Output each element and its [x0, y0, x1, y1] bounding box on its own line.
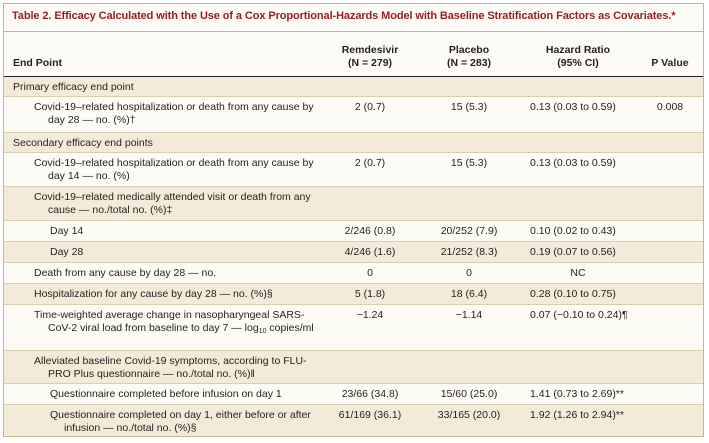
row-end-point-tail: copies/ml: [266, 321, 314, 334]
header-remdesivir: Remdesivir (N = 279): [326, 44, 414, 70]
row-placebo: −1.14: [455, 309, 483, 321]
table-row: Questionnaire completed before infusion …: [4, 384, 703, 405]
table-row: Time-weighted average change in nasophar…: [4, 305, 703, 351]
row-placebo: 18 (6.4): [450, 288, 488, 300]
row-hazard-ratio: 0.10 (0.02 to 0.43): [530, 225, 616, 237]
row-end-point: Questionnaire completed on day 1, either…: [50, 409, 311, 434]
row-end-point: Primary efficacy end point: [13, 81, 134, 93]
row-end-point: Covid-19–related hospitalization or deat…: [34, 101, 314, 126]
table-frame: Table 2. Efficacy Calculated with the Us…: [3, 3, 704, 437]
row-placebo: 21/252 (8.3): [440, 246, 498, 258]
row-end-point: Secondary efficacy end points: [13, 137, 153, 149]
header-placebo-n: (N = 283): [446, 57, 492, 69]
table-row: Questionnaire completed on day 1, either…: [4, 405, 703, 436]
table-row-subheading: Alleviated baseline Covid-19 symptoms, a…: [4, 351, 703, 384]
row-remdesivir: 4/246 (1.6): [344, 246, 396, 258]
header-end-point: End Point: [13, 57, 62, 69]
row-end-point: Alleviated baseline Covid-19 symptoms, a…: [34, 355, 307, 380]
row-remdesivir: 5 (1.8): [354, 288, 386, 300]
header-hazard-ratio: Hazard Ratio (95% CI): [524, 44, 632, 70]
row-placebo: 20/252 (7.9): [440, 225, 498, 237]
row-end-point: Day 28: [50, 246, 84, 258]
table-row-primary-heading: Primary efficacy end point: [4, 77, 703, 97]
header-p-value: P Value: [651, 57, 689, 69]
row-end-point-text: Time-weighted average change in nasophar…: [34, 309, 305, 334]
row-placebo: 15 (5.3): [450, 101, 488, 113]
table-row-subheading: Covid-19–related medically attended visi…: [4, 187, 703, 221]
header-remdesivir-label: Remdesivir: [341, 44, 399, 56]
table-row: Hospitalization for any cause by day 28 …: [4, 284, 703, 305]
table-row-secondary-heading: Secondary efficacy end points: [4, 133, 703, 153]
row-remdesivir: 2/246 (0.8): [344, 225, 396, 237]
header-placebo-label: Placebo: [448, 44, 490, 56]
row-hazard-ratio: 1.92 (1.26 to 2.94)**: [530, 409, 624, 421]
row-p-value: 0.008: [656, 101, 684, 113]
row-remdesivir: 2 (0.7): [354, 157, 386, 169]
row-remdesivir: 61/169 (36.1): [338, 409, 402, 421]
table-title: Efficacy Calculated with the Use of a Co…: [54, 10, 676, 22]
table-title-bar: Table 2. Efficacy Calculated with the Us…: [4, 4, 703, 32]
table-row: Covid-19–related hospitalization or deat…: [4, 153, 703, 187]
row-hazard-ratio: 0.07 (−0.10 to 0.24)¶: [530, 309, 628, 321]
table-row: Day 14 2/246 (0.8) 20/252 (7.9) 0.10 (0.…: [4, 221, 703, 242]
table-row: Day 28 4/246 (1.6) 21/252 (8.3) 0.19 (0.…: [4, 242, 703, 263]
row-hazard-ratio: 0.13 (0.03 to 0.59): [530, 157, 616, 169]
row-end-point: Covid-19–related hospitalization or deat…: [34, 157, 314, 182]
row-end-point: Questionnaire completed before infusion …: [50, 388, 282, 400]
row-end-point-subscript: 10: [258, 327, 267, 335]
row-end-point: Covid-19–related medically attended visi…: [34, 191, 311, 216]
table-row: Death from any cause by day 28 — no. 0 0…: [4, 263, 703, 284]
header-hazard-ratio-ci: (95% CI): [557, 57, 599, 69]
row-placebo: 15 (5.3): [450, 157, 488, 169]
header-placebo: Placebo (N = 283): [424, 44, 514, 70]
row-remdesivir: −1.24: [356, 309, 384, 321]
row-end-point: Time-weighted average change in nasophar…: [34, 309, 319, 338]
row-hazard-ratio: 0.28 (0.10 to 0.75): [530, 288, 616, 300]
row-remdesivir: 0: [367, 267, 373, 279]
header-remdesivir-n: (N = 279): [347, 57, 393, 69]
row-hazard-ratio: 0.13 (0.03 to 0.59): [530, 101, 616, 113]
row-placebo: 33/165 (20.0): [437, 409, 501, 421]
table-header: End Point Remdesivir (N = 279) Placebo (…: [4, 32, 703, 77]
header-hazard-ratio-label: Hazard Ratio: [545, 44, 611, 56]
row-remdesivir: 23/66 (34.8): [341, 388, 399, 400]
row-end-point: Hospitalization for any cause by day 28 …: [34, 288, 273, 300]
row-end-point: Death from any cause by day 28 — no.: [34, 267, 217, 279]
row-placebo: 0: [466, 267, 472, 279]
row-remdesivir: 2 (0.7): [354, 101, 386, 113]
row-end-point: Day 14: [50, 225, 84, 237]
row-placebo: 15/60 (25.0): [440, 388, 498, 400]
row-hazard-ratio: NC: [570, 267, 586, 279]
table-row: Covid-19–related hospitalization or deat…: [4, 97, 703, 133]
row-hazard-ratio: 0.19 (0.07 to 0.56): [530, 246, 616, 258]
table-label: Table 2.: [12, 10, 52, 22]
row-hazard-ratio: 1.41 (0.73 to 2.69)**: [530, 388, 624, 400]
